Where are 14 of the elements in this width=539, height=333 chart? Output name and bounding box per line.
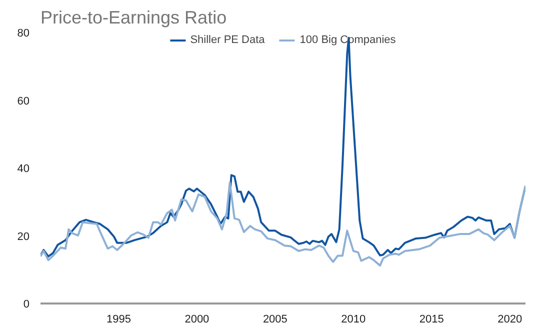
- line-series: [40, 182, 526, 267]
- x-tick-label: 2020: [498, 314, 522, 326]
- y-tick-label: 80: [17, 28, 30, 40]
- x-tick-label: 2000: [184, 314, 210, 326]
- legend-label: Shiller PE Data: [190, 34, 265, 46]
- y-tick-label: 20: [17, 230, 30, 243]
- x-tick-label: 2010: [341, 314, 366, 326]
- y-tick-label: 40: [17, 163, 30, 175]
- x-tick-label: 1995: [106, 314, 131, 326]
- y-tick-label: 60: [17, 95, 30, 108]
- x-tick-label: 2015: [419, 314, 444, 326]
- x-tick-label: 2005: [262, 314, 288, 326]
- chart-title: Price-to-Earnings Ratio: [40, 8, 227, 28]
- y-tick-label: 0: [23, 298, 30, 310]
